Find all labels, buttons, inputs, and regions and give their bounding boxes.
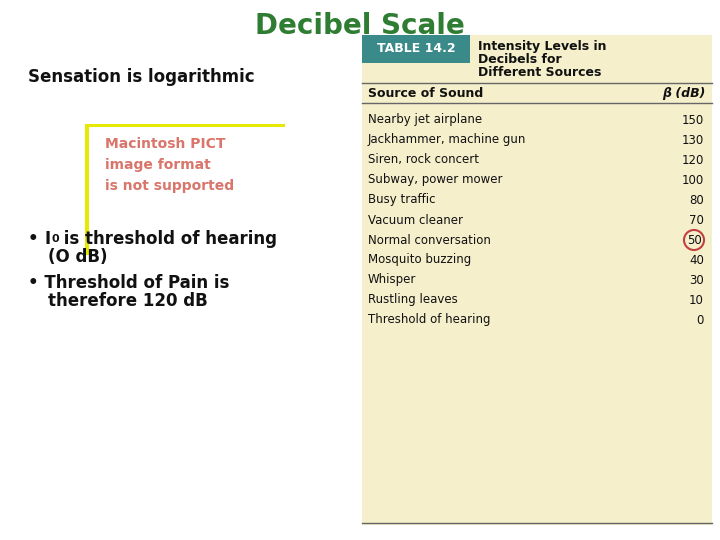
Text: TABLE 14.2: TABLE 14.2 <box>377 43 455 56</box>
Bar <box>362 35 470 63</box>
Text: 40: 40 <box>689 253 704 267</box>
Text: Sensation is logarithmic: Sensation is logarithmic <box>28 68 255 86</box>
Bar <box>362 35 712 525</box>
Text: Nearby jet airplane: Nearby jet airplane <box>368 113 482 126</box>
Text: 50: 50 <box>687 233 701 246</box>
Text: • Threshold of Pain is: • Threshold of Pain is <box>28 274 230 292</box>
Text: Busy traffic: Busy traffic <box>368 193 436 206</box>
Text: 70: 70 <box>689 213 704 226</box>
Text: 30: 30 <box>689 273 704 287</box>
Text: 10: 10 <box>689 294 704 307</box>
Text: 150: 150 <box>682 113 704 126</box>
Text: Decibel Scale: Decibel Scale <box>255 12 465 40</box>
Text: therefore 120 dB: therefore 120 dB <box>48 292 208 310</box>
Text: Intensity Levels in: Intensity Levels in <box>478 40 606 53</box>
Text: 0: 0 <box>52 234 60 244</box>
Text: Subway, power mower: Subway, power mower <box>368 173 503 186</box>
Text: β (dB): β (dB) <box>662 87 706 100</box>
Text: Siren, rock concert: Siren, rock concert <box>368 153 479 166</box>
Text: Mosquito buzzing: Mosquito buzzing <box>368 253 472 267</box>
Text: •: • <box>28 230 45 248</box>
Text: Threshold of hearing: Threshold of hearing <box>368 314 490 327</box>
Text: 100: 100 <box>682 173 704 186</box>
Text: Vacuum cleaner: Vacuum cleaner <box>368 213 463 226</box>
Text: Macintosh PICT
image format
is not supported: Macintosh PICT image format is not suppo… <box>105 137 234 193</box>
Text: Jackhammer, machine gun: Jackhammer, machine gun <box>368 133 526 146</box>
Text: 130: 130 <box>682 133 704 146</box>
Bar <box>85 124 285 127</box>
Text: Source of Sound: Source of Sound <box>368 87 483 100</box>
Text: Decibels for: Decibels for <box>478 53 562 66</box>
Text: (O dB): (O dB) <box>48 248 107 266</box>
Text: Different Sources: Different Sources <box>478 66 601 79</box>
Bar <box>85 125 89 255</box>
Text: 120: 120 <box>682 153 704 166</box>
Text: Whisper: Whisper <box>368 273 416 287</box>
Text: 80: 80 <box>689 193 704 206</box>
Text: Rustling leaves: Rustling leaves <box>368 294 458 307</box>
Text: Normal conversation: Normal conversation <box>368 233 491 246</box>
Text: 0: 0 <box>697 314 704 327</box>
Text: is threshold of hearing: is threshold of hearing <box>58 230 277 248</box>
Text: I: I <box>44 230 50 248</box>
